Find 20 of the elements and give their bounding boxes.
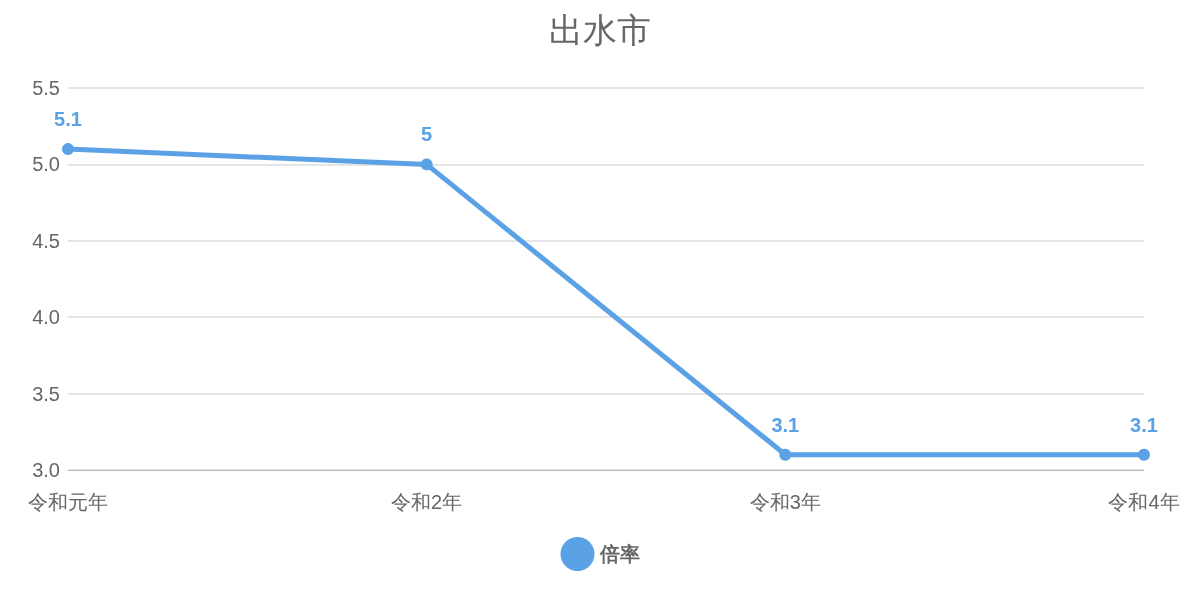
legend-label: 倍率 [598,543,640,565]
y-tick-label: 3.5 [32,382,60,405]
x-tick-label: 令和4年 [1108,491,1180,513]
data-label: 3.1 [771,413,800,436]
y-tick-label: 4.5 [32,229,60,252]
point [62,143,74,156]
y-tick-label: 5.5 [32,77,60,99]
data-label: 3.1 [1130,413,1158,436]
y-tick-label: 5.0 [32,153,60,176]
x-tick-label: 令和2年 [391,491,463,513]
x-tick-label: 令和3年 [749,491,821,513]
point [779,448,792,461]
y-tick-label: 3.0 [32,459,60,481]
x-tick-label: 令和元年 [28,491,108,513]
y-tick-label: 4.0 [32,306,60,329]
chart-title: 出水市 [549,11,651,49]
data-label: 5 [421,123,433,146]
point [1138,448,1150,461]
data-label: 5.1 [54,108,82,131]
point [420,158,433,171]
